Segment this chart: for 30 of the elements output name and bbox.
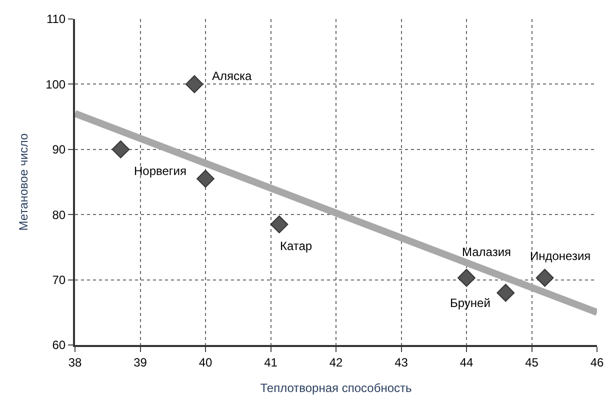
point bbox=[496, 284, 515, 302]
annotation: Норвегия bbox=[134, 164, 187, 178]
x-axis-title: Теплотворная способность bbox=[260, 380, 412, 395]
point bbox=[458, 268, 476, 287]
y-tick-label: 110 bbox=[46, 12, 66, 26]
x-tick-label: 43 bbox=[394, 355, 408, 370]
x-tick-label: 46 bbox=[590, 355, 604, 370]
y-tick-label: 70 bbox=[52, 273, 66, 287]
x-tick-label: 45 bbox=[525, 355, 539, 370]
point bbox=[536, 268, 554, 287]
annotation: Малазия bbox=[462, 245, 512, 259]
y-tick-label: 60 bbox=[52, 338, 66, 352]
y-axis-title: Метановое число bbox=[16, 132, 30, 231]
x-tick-label: 41 bbox=[264, 355, 278, 370]
point bbox=[112, 140, 130, 158]
annotation: Бруней bbox=[450, 296, 490, 310]
point bbox=[185, 75, 204, 94]
point bbox=[270, 215, 288, 234]
x-tick-label: 44 bbox=[460, 355, 474, 370]
y-tick-label: 80 bbox=[52, 208, 66, 222]
annotation: Индонезия bbox=[530, 249, 591, 263]
x-tick-label: 42 bbox=[329, 355, 343, 370]
y-tick-label: 90 bbox=[52, 142, 66, 157]
annotation: Аляска bbox=[212, 69, 252, 83]
annotation: Катар bbox=[280, 239, 312, 253]
x-tick-label: 40 bbox=[198, 355, 212, 370]
y-tick-label: 100 bbox=[46, 77, 66, 92]
x-tick-label: 38 bbox=[68, 355, 82, 370]
x-tick-label: 39 bbox=[134, 355, 148, 370]
point bbox=[196, 170, 214, 188]
